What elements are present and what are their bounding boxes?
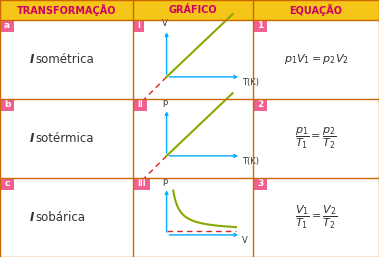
Text: T(K): T(K): [242, 157, 259, 166]
Bar: [133, 98, 147, 111]
Bar: [133, 20, 253, 99]
Bar: [133, 178, 149, 189]
Text: I: I: [137, 21, 140, 30]
Bar: [0, 0, 133, 20]
Text: b: b: [4, 100, 10, 109]
Bar: [0, 98, 14, 111]
Text: EQUAÇÃO: EQUAÇÃO: [290, 4, 343, 16]
Text: p: p: [162, 178, 167, 187]
Bar: [0, 178, 133, 257]
Bar: [253, 99, 379, 178]
Text: II: II: [137, 100, 143, 109]
Bar: [0, 20, 14, 32]
Text: sobárica: sobárica: [36, 211, 86, 224]
Bar: [133, 0, 253, 20]
Text: sotérmica: sotérmica: [36, 132, 94, 145]
Text: III: III: [137, 179, 146, 188]
Text: I: I: [30, 53, 34, 66]
Text: T(K): T(K): [242, 78, 259, 87]
Bar: [253, 0, 379, 20]
Text: $\dfrac{p_1}{T_1} = \dfrac{p_2}{T_2}$: $\dfrac{p_1}{T_1} = \dfrac{p_2}{T_2}$: [295, 126, 337, 151]
Bar: [0, 99, 133, 178]
Bar: [0, 20, 133, 99]
Bar: [0, 178, 14, 189]
Bar: [253, 178, 379, 257]
Bar: [254, 178, 266, 189]
Bar: [254, 20, 266, 32]
Bar: [133, 99, 253, 178]
Text: $\dfrac{V_1}{T_1} = \dfrac{V_2}{T_2}$: $\dfrac{V_1}{T_1} = \dfrac{V_2}{T_2}$: [294, 204, 337, 231]
Text: 3: 3: [257, 179, 263, 188]
Text: I: I: [30, 132, 34, 145]
Bar: [254, 98, 266, 111]
Text: GRÁFICO: GRÁFICO: [169, 5, 217, 15]
Bar: [133, 178, 253, 257]
Text: V: V: [162, 20, 168, 29]
Text: TRANSFORMAÇÃO: TRANSFORMAÇÃO: [17, 4, 116, 16]
Bar: [253, 20, 379, 99]
Text: 1: 1: [257, 21, 263, 30]
Bar: [133, 20, 144, 32]
Text: c: c: [4, 179, 10, 188]
Text: a: a: [4, 21, 10, 30]
Text: p: p: [162, 98, 167, 107]
Text: V: V: [242, 236, 248, 245]
Text: I: I: [30, 211, 34, 224]
Text: $p_1V_1 = p_2V_2$: $p_1V_1 = p_2V_2$: [283, 52, 348, 67]
Text: 2: 2: [257, 100, 263, 109]
Text: sométrica: sométrica: [36, 53, 94, 66]
